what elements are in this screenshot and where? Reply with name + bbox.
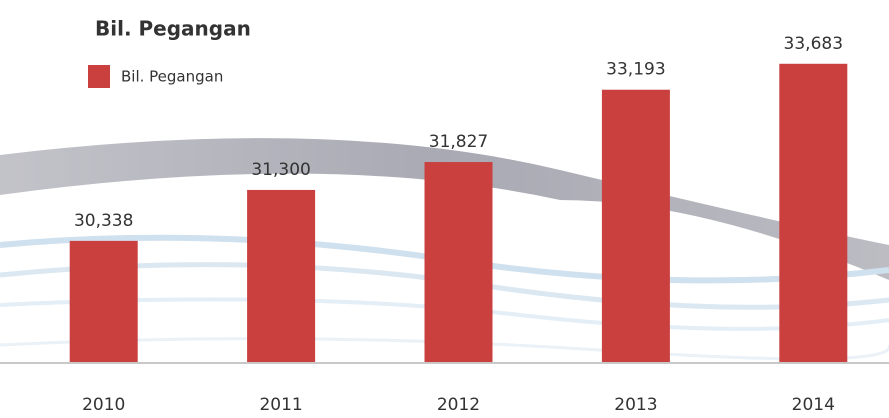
x-tick-label: 2011	[259, 395, 302, 415]
legend-swatch	[88, 65, 110, 88]
x-tick-label: 2013	[614, 395, 657, 415]
x-tick-label: 2010	[82, 395, 125, 415]
x-tick-label: 2014	[792, 395, 835, 415]
bar	[779, 63, 848, 363]
value-label: 31,300	[251, 160, 310, 180]
x-tick-label: 2012	[437, 395, 480, 415]
chart-title: Bil. Pegangan	[95, 17, 251, 41]
value-label: 30,338	[74, 211, 133, 231]
value-label: 31,827	[429, 132, 488, 152]
bar	[69, 240, 138, 362]
value-label: 33,683	[784, 34, 843, 54]
bar	[247, 189, 316, 362]
value-label: 33,193	[606, 60, 665, 80]
legend-label: Bil. Pegangan	[121, 68, 223, 86]
bar	[601, 89, 670, 363]
bar	[424, 162, 493, 362]
